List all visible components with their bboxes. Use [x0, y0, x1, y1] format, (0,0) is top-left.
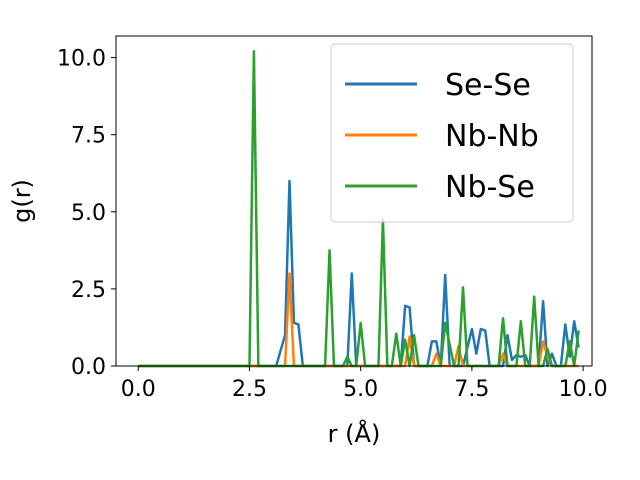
y-axis: 0.0 2.5 5.0 7.5 10.0	[57, 47, 116, 380]
y-tick-label: 7.5	[71, 124, 106, 149]
legend-label-0: Se-Se	[445, 68, 531, 103]
legend-label-2: Nb-Se	[445, 170, 535, 205]
x-tick-label: 2.5	[232, 377, 267, 402]
y-tick-label: 5.0	[71, 201, 106, 226]
x-tick-label: 10.0	[559, 377, 608, 402]
y-tick-label: 2.5	[71, 278, 106, 303]
x-tick-label: 0.0	[121, 377, 156, 402]
x-axis: 0.0 2.5 5.0 7.5 10.0	[121, 366, 608, 402]
x-axis-title: r (Å)	[328, 419, 381, 448]
x-tick-label: 5.0	[343, 377, 378, 402]
legend-box	[330, 43, 574, 223]
y-axis-title: g(r)	[8, 179, 36, 223]
legend-items: Se-Se Nb-Nb Nb-Se	[345, 68, 539, 205]
y-tick-label: 0.0	[71, 355, 106, 380]
legend: Se-Se Nb-Nb Nb-Se	[330, 43, 574, 223]
legend-label-1: Nb-Nb	[445, 119, 539, 154]
x-tick-label: 7.5	[454, 377, 489, 402]
y-tick-label: 10.0	[57, 47, 106, 72]
plot-frame	[115, 35, 593, 367]
